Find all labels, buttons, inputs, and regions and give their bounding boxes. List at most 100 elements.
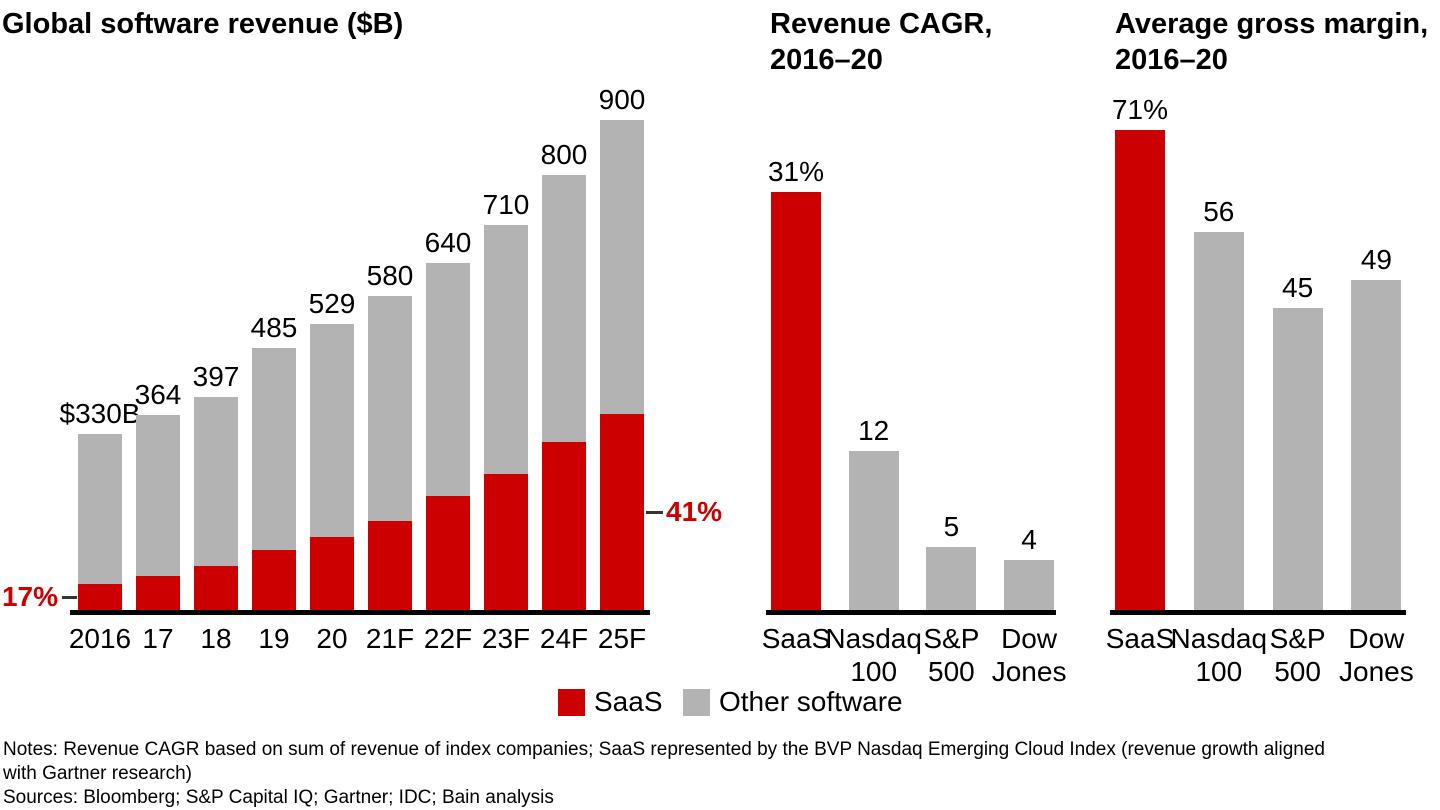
annotation-tick-left (62, 596, 77, 599)
x-axis-label-line: 23F (481, 623, 531, 654)
notes-line-1: Notes: Revenue CAGR based on sum of reve… (3, 739, 1325, 760)
bar-segment-saas (484, 473, 528, 615)
x-axis-label-line: S&P (1269, 623, 1326, 654)
x-axis-label-line: 100 (1195, 656, 1243, 687)
bar-dow-jones (1351, 280, 1402, 615)
footnotes: Notes: Revenue CAGR based on sum of reve… (3, 738, 1325, 810)
bar-segment-other-software (78, 433, 122, 585)
x-axis-label: 25F (570, 622, 674, 655)
bar-segment-other-software (368, 296, 412, 521)
x-axis-label-line: SaaS (761, 623, 831, 654)
bar-segment-saas (426, 496, 470, 615)
x-axis-label-line: SaaS (1105, 623, 1175, 654)
middle-chart-title: Revenue CAGR, 2016–20 (770, 6, 1090, 78)
bar-value-label: 900 (598, 84, 646, 115)
saas-share-25f-annotation: 41% (666, 496, 723, 527)
bar-value-label: 485 (250, 312, 298, 344)
sources-line: Sources: Bloomberg; S&P Capital IQ; Gart… (3, 787, 554, 808)
bar-saas (771, 192, 821, 615)
bar-value-label: 56 (1203, 196, 1235, 228)
x-axis-label-line: 19 (258, 623, 290, 654)
bar-segment-saas (136, 575, 180, 615)
x-axis-label-line: S&P (923, 623, 980, 654)
bar-segment-other-software (136, 414, 180, 576)
x-axis-label-line: Dow (1001, 623, 1058, 654)
x-axis-label: Nasdaq 100 (819, 622, 929, 688)
bar-segment-other-software (426, 263, 470, 497)
bar-segment-other-software (600, 120, 644, 415)
legend-label-saas: SaaS (594, 686, 663, 717)
x-axis-label-line: 22F (423, 623, 473, 654)
bar-value-label: $330B (59, 397, 141, 429)
bar-value-label: 364 (134, 378, 182, 410)
bar-value-label: 800 (540, 139, 588, 170)
x-axis-label: 18 (164, 622, 268, 655)
x-axis-label: Nasdaq 100 (1164, 622, 1274, 688)
bar-segment-saas (542, 441, 586, 615)
x-axis-label: S&P 500 (896, 622, 1006, 688)
x-axis-label: 20 (280, 622, 384, 655)
legend-swatch-saas (558, 689, 585, 716)
x-axis-label-line: 25F (597, 623, 647, 654)
x-axis-label-line: Nasdaq (825, 623, 922, 654)
bar-value-label: 580 (366, 260, 414, 291)
bar-s-p-500 (926, 546, 977, 615)
bar-value-label: 31% (767, 156, 825, 187)
bar-value-label: 49 (1360, 244, 1392, 276)
right-chart-title-line2: 2016–20 (1115, 44, 1228, 76)
right-chart-title: Average gross margin, 2016–20 (1115, 6, 1440, 78)
x-axis-label: 19 (222, 622, 326, 655)
bar-dow-jones (1004, 560, 1055, 615)
x-axis-label-line: 100 (850, 656, 898, 687)
x-axis-label-line: Nasdaq (1170, 623, 1268, 654)
x-axis-line (1110, 610, 1406, 615)
bar-value-label: 397 (192, 360, 240, 392)
bar-nasdaq-100 (848, 451, 899, 615)
x-axis-label-line: 20 (316, 623, 348, 654)
x-axis-label-line: 17 (142, 623, 174, 654)
x-axis-label-line: 2016 (68, 623, 132, 654)
bar-segment-other-software (542, 175, 586, 442)
x-axis-label: Dow Jones (974, 622, 1084, 688)
x-axis-label: SaaS (1085, 622, 1195, 655)
bar-value-label: 45 (1282, 271, 1314, 303)
bar-s-p-500 (1272, 307, 1323, 615)
x-axis-label: 2016 (48, 622, 152, 655)
bar-nasdaq-100 (1193, 232, 1244, 615)
bar-segment-saas (368, 520, 412, 615)
x-axis-label: S&P 500 (1243, 622, 1353, 688)
bar-segment-saas (310, 537, 354, 615)
bar-segment-other-software (252, 348, 296, 550)
x-axis-label: 17 (106, 622, 210, 655)
bar-saas (1115, 130, 1165, 615)
bar-value-label: 710 (482, 188, 530, 220)
bar-segment-saas (194, 565, 238, 615)
bar-segment-other-software (484, 224, 528, 474)
x-axis-line (70, 610, 650, 615)
legend-swatch-other-software (683, 689, 710, 716)
x-axis-label: 24F (512, 622, 616, 655)
bar-value-label: 4 (1021, 524, 1037, 556)
notes-line-2: with Gartner research) (3, 763, 193, 784)
x-axis-label: Dow Jones (1321, 622, 1431, 688)
bar-segment-other-software (194, 396, 238, 566)
x-axis-label-line: 21F (365, 623, 415, 654)
global-software-revenue-plot: $330B 2016 364 17 397 18 485 19 529 20 580 21F 640 22… (60, 84, 650, 654)
bar-value-label: 529 (308, 288, 356, 320)
bar-segment-saas (252, 549, 296, 615)
x-axis-label-line: 500 (1274, 656, 1321, 687)
annotation-tick-right (646, 511, 663, 514)
legend-label-other-software: Other software (719, 686, 903, 717)
x-axis-label-line: 24F (539, 623, 589, 654)
middle-chart-title-line2: 2016–20 (770, 44, 883, 76)
left-chart-title: Global software revenue ($B) (2, 8, 404, 40)
x-axis-label-line: Dow (1348, 623, 1405, 654)
x-axis-label-line: Jones (1339, 656, 1414, 687)
x-axis-label: 23F (454, 622, 558, 655)
x-axis-label-line: 18 (200, 623, 232, 654)
saas-share-2016-annotation: 17% (1, 581, 58, 612)
x-axis-line (766, 610, 1056, 615)
bar-value-label: 71% (1111, 94, 1169, 125)
bar-value-label: 5 (943, 510, 960, 542)
x-axis-label: SaaS (741, 622, 851, 655)
